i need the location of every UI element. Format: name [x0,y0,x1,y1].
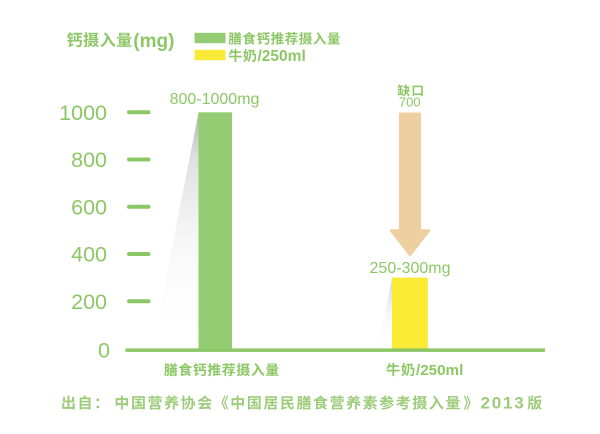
svg-text:400: 400 [71,243,107,267]
svg-text:1000: 1000 [59,101,107,125]
svg-text:800: 800 [71,148,107,172]
svg-text:/250ml: /250ml [416,362,463,379]
svg-text:250-300mg: 250-300mg [370,260,451,277]
svg-text:700: 700 [399,95,421,110]
svg-text:600: 600 [71,195,107,219]
svg-text:800-1000mg: 800-1000mg [170,91,260,108]
svg-text:200: 200 [71,290,107,314]
svg-text:0: 0 [98,338,110,362]
svg-text:2013: 2013 [481,393,526,412]
svg-text:(mg): (mg) [133,31,174,52]
svg-text:/250ml: /250ml [258,48,306,65]
